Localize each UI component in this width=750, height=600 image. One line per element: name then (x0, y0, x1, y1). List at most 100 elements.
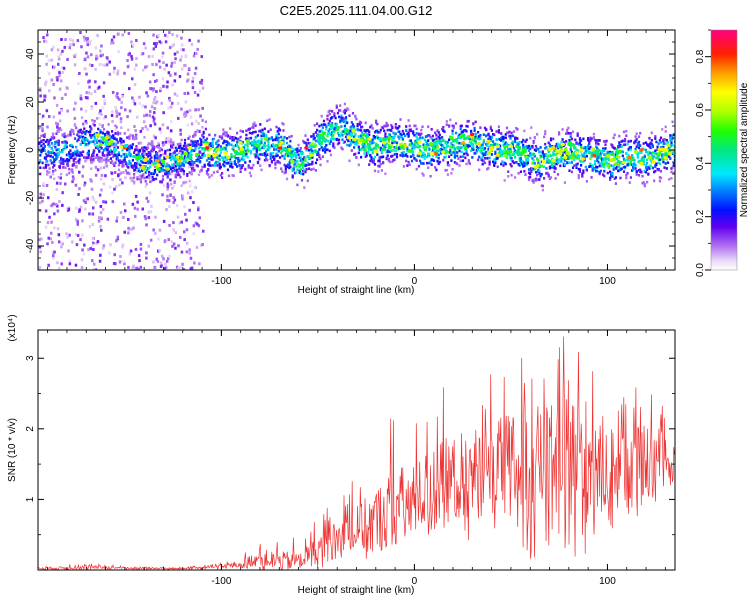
spectrogram-cell (499, 147, 502, 150)
spectrogram-cell (487, 166, 490, 170)
spectrogram-cell (100, 147, 103, 150)
spectrogram-peak (667, 152, 673, 156)
spectrogram-cell (531, 157, 534, 160)
spectrogram-cell (92, 241, 95, 245)
spectrogram-cell (338, 115, 341, 119)
spectrogram-cell (186, 174, 189, 177)
spectrogram-cell (489, 125, 492, 129)
spectrogram-peak (459, 134, 464, 138)
spectrogram-cell (673, 158, 675, 162)
spectrogram-cell (387, 138, 390, 142)
spectrogram-cell (492, 143, 495, 147)
spectrogram-cell (435, 137, 438, 141)
spectrogram-cell (603, 153, 606, 156)
spectrogram-cell (609, 176, 612, 180)
spectrogram-cell (325, 127, 328, 131)
spectrogram-cell (66, 162, 69, 166)
spectrogram-cell (663, 166, 666, 169)
spectrogram-cell (417, 164, 421, 168)
spectrogram-cell (121, 95, 124, 99)
spectrogram-cell (362, 145, 365, 149)
spectrogram-cell (52, 256, 55, 260)
spectrogram-cell (499, 144, 502, 148)
spectrogram-cell (570, 170, 573, 174)
spectrogram-cell (573, 153, 576, 156)
spectrogram-cell (510, 157, 513, 160)
spectrogram-cell (38, 201, 42, 205)
spectrogram-cell (266, 158, 269, 162)
spectrogram-cell (40, 134, 43, 138)
spectrogram-cell (350, 125, 353, 128)
spectrogram-cell (84, 143, 87, 147)
spectrogram-cell (368, 163, 371, 166)
spectrogram-cell (80, 116, 84, 119)
spectrogram-cell (102, 244, 106, 248)
spectrogram-cell (171, 83, 174, 87)
spectrogram-cell (40, 237, 43, 241)
spectrogram-cell (165, 63, 168, 67)
spectrogram-cell (111, 191, 114, 195)
spectrogram-cell (386, 128, 389, 132)
spectrogram-cell (132, 181, 136, 185)
spectrogram-cell (566, 128, 569, 132)
spectrogram-cell (258, 157, 261, 161)
spectrogram-cell (93, 119, 96, 123)
spectrogram-cell (121, 148, 124, 152)
spectrogram-cell (57, 130, 60, 133)
spectrogram-cell (306, 155, 309, 158)
spectrogram-cell (283, 171, 286, 175)
spectrogram-cell (372, 159, 375, 163)
spectrogram-cell (94, 101, 98, 105)
spectrogram-cell (138, 170, 141, 173)
spectrogram-peak (364, 134, 370, 139)
spectrogram-cell (604, 147, 607, 150)
spectrogram-cell (180, 55, 183, 59)
spectrogram-peak (469, 132, 475, 137)
spectrogram-cell (134, 149, 137, 152)
spectrogram-cell (150, 172, 153, 175)
spectrogram-cell (280, 135, 283, 139)
spectrogram-peak (256, 139, 261, 144)
spectrogram-cell (104, 132, 107, 136)
spectrogram-cell (97, 147, 100, 150)
spectrogram-cell (255, 154, 258, 157)
spectrogram-cell (191, 80, 194, 84)
spectrogram-peak (486, 139, 491, 144)
spectrogram-cell (127, 162, 130, 166)
spectrogram-cell (275, 125, 278, 129)
spectrogram-cell (575, 166, 578, 169)
spectrogram-peak (290, 159, 295, 164)
spectrogram-cell (52, 254, 55, 258)
spectrogram-cell (149, 87, 152, 91)
spectrogram-cell (624, 138, 627, 141)
spectrogram-cell (186, 91, 190, 95)
spectrogram-cell (544, 130, 547, 133)
spectrogram-cell (478, 168, 481, 172)
spectrogram-cell (62, 148, 65, 151)
spectrogram-cell (68, 262, 72, 266)
spectrogram-cell (327, 139, 330, 143)
spectrogram-cell (571, 166, 575, 169)
spectrogram-cell (79, 151, 82, 154)
spectrogram-cell (329, 153, 333, 157)
spectrogram-cell (144, 184, 148, 188)
spectrogram-cell (58, 119, 62, 123)
spectrogram-cell (416, 154, 419, 158)
spectrogram-cell (226, 134, 229, 137)
spectrogram-cell (465, 150, 468, 153)
spectrogram-cell (177, 266, 181, 270)
spectrogram-cell (115, 157, 118, 161)
spectrogram-cell (170, 138, 173, 141)
spectrogram-cell (507, 175, 510, 178)
spectrogram-cell (165, 165, 168, 169)
spectrogram-cell (516, 141, 519, 145)
spectrogram-cell (204, 139, 207, 142)
spectrogram-cell (333, 130, 336, 134)
spectrogram-cell (188, 179, 191, 183)
spectrogram-cell (654, 165, 657, 169)
spectrogram-cell (64, 38, 67, 41)
spectrogram-cell (252, 126, 255, 129)
spectrogram-cell (95, 241, 98, 245)
spectrogram-cell (163, 266, 167, 270)
spectrogram-cell (161, 152, 165, 156)
